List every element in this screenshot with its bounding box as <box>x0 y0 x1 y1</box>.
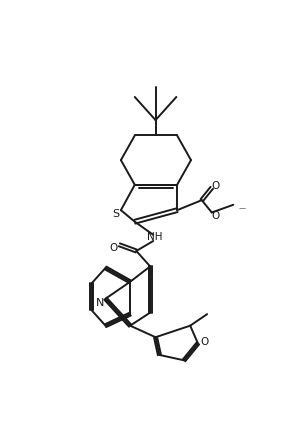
Text: N: N <box>96 297 104 307</box>
Text: O: O <box>109 243 117 253</box>
Text: O: O <box>212 211 220 221</box>
Text: O: O <box>200 337 208 347</box>
Text: O: O <box>212 181 220 191</box>
Text: S: S <box>113 209 120 219</box>
Text: —: — <box>239 205 246 211</box>
Text: NH: NH <box>147 232 162 242</box>
